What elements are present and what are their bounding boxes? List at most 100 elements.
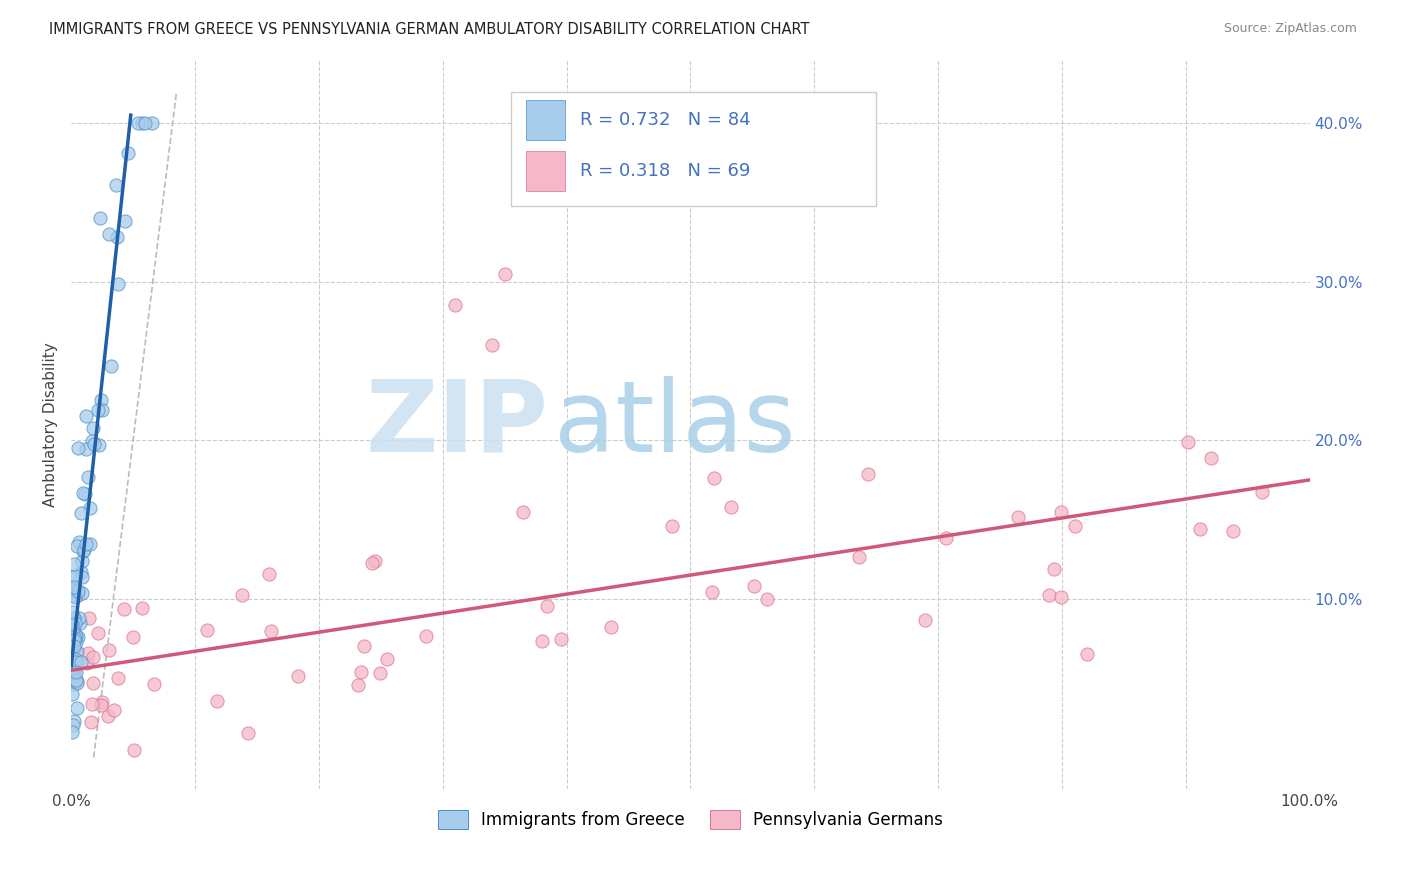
Point	[1007, 509, 1029, 524]
Bar	[526, 151, 565, 191]
Point	[90, 698, 112, 712]
Point	[79, 537, 101, 551]
Point	[60, 725, 83, 739]
Point	[60, 638, 83, 652]
Point	[62, 621, 84, 635]
Point	[105, 229, 128, 244]
Point	[755, 592, 778, 607]
Point	[83, 436, 105, 450]
Point	[63, 665, 86, 679]
Point	[63, 610, 86, 624]
Point	[60, 661, 83, 675]
Legend: Immigrants from Greece, Pennsylvania Germans: Immigrants from Greece, Pennsylvania Ger…	[432, 803, 949, 836]
Point	[65, 673, 87, 688]
Point	[703, 471, 725, 485]
Point	[82, 676, 104, 690]
Point	[90, 393, 112, 408]
Point	[60, 617, 83, 632]
Point	[1199, 450, 1222, 465]
Point	[66, 674, 89, 689]
Point	[231, 588, 253, 602]
Point	[346, 678, 368, 692]
Point	[112, 602, 135, 616]
Point	[107, 277, 129, 292]
Point	[89, 211, 111, 226]
Point	[62, 613, 84, 627]
Point	[67, 610, 90, 624]
Point	[364, 554, 387, 568]
Point	[599, 620, 621, 634]
Point	[76, 646, 98, 660]
Point	[368, 666, 391, 681]
Point	[77, 611, 100, 625]
Bar	[526, 100, 565, 140]
Point	[444, 298, 467, 312]
Point	[536, 599, 558, 614]
Point	[63, 631, 86, 645]
Text: R = 0.732   N = 84: R = 0.732 N = 84	[581, 112, 751, 129]
Point	[700, 585, 723, 599]
Point	[1050, 590, 1073, 604]
Point	[103, 703, 125, 717]
Point	[76, 656, 98, 670]
Point	[70, 586, 93, 600]
Point	[77, 469, 100, 483]
Point	[66, 645, 89, 659]
Point	[69, 566, 91, 580]
Point	[82, 420, 104, 434]
Point	[512, 505, 534, 519]
Point	[89, 438, 111, 452]
Point	[60, 583, 83, 598]
Point	[63, 616, 86, 631]
Point	[935, 532, 957, 546]
Text: ZIP: ZIP	[366, 376, 548, 473]
Point	[80, 697, 103, 711]
Point	[80, 714, 103, 729]
Point	[62, 617, 84, 632]
Point	[82, 434, 104, 448]
Point	[1050, 505, 1073, 519]
Point	[73, 543, 96, 558]
Point	[65, 701, 87, 715]
Point	[62, 677, 84, 691]
Point	[63, 569, 86, 583]
Point	[104, 178, 127, 192]
FancyBboxPatch shape	[510, 93, 876, 205]
Point	[60, 665, 83, 679]
Point	[60, 658, 83, 673]
Point	[69, 615, 91, 630]
Point	[70, 570, 93, 584]
Point	[114, 214, 136, 228]
Point	[65, 657, 87, 672]
Point	[1076, 648, 1098, 662]
Point	[60, 687, 83, 701]
Point	[66, 630, 89, 644]
Point	[65, 665, 87, 680]
Point	[63, 588, 86, 602]
Point	[97, 643, 120, 657]
Point	[259, 624, 281, 638]
Point	[62, 639, 84, 653]
Point	[73, 486, 96, 500]
Point	[70, 554, 93, 568]
Point	[62, 717, 84, 731]
Point	[75, 409, 97, 424]
Point	[134, 116, 156, 130]
Point	[353, 639, 375, 653]
Point	[122, 630, 145, 644]
Text: IMMIGRANTS FROM GREECE VS PENNSYLVANIA GERMAN AMBULATORY DISABILITY CORRELATION : IMMIGRANTS FROM GREECE VS PENNSYLVANIA G…	[49, 22, 810, 37]
Point	[856, 467, 879, 481]
Point	[62, 557, 84, 571]
Point	[1250, 484, 1272, 499]
Point	[66, 583, 89, 598]
Point	[65, 635, 87, 649]
Point	[742, 579, 765, 593]
Point	[67, 534, 90, 549]
Point	[142, 677, 165, 691]
Point	[661, 519, 683, 533]
Point	[481, 338, 503, 352]
Point	[195, 624, 218, 638]
Point	[1038, 589, 1060, 603]
Point	[65, 629, 87, 643]
Point	[131, 601, 153, 615]
